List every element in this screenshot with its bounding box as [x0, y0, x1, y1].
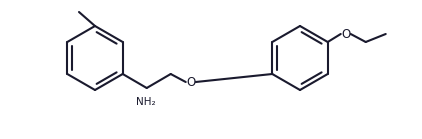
Text: O: O	[341, 28, 350, 40]
Text: O: O	[186, 75, 195, 89]
Text: NH₂: NH₂	[136, 97, 156, 107]
